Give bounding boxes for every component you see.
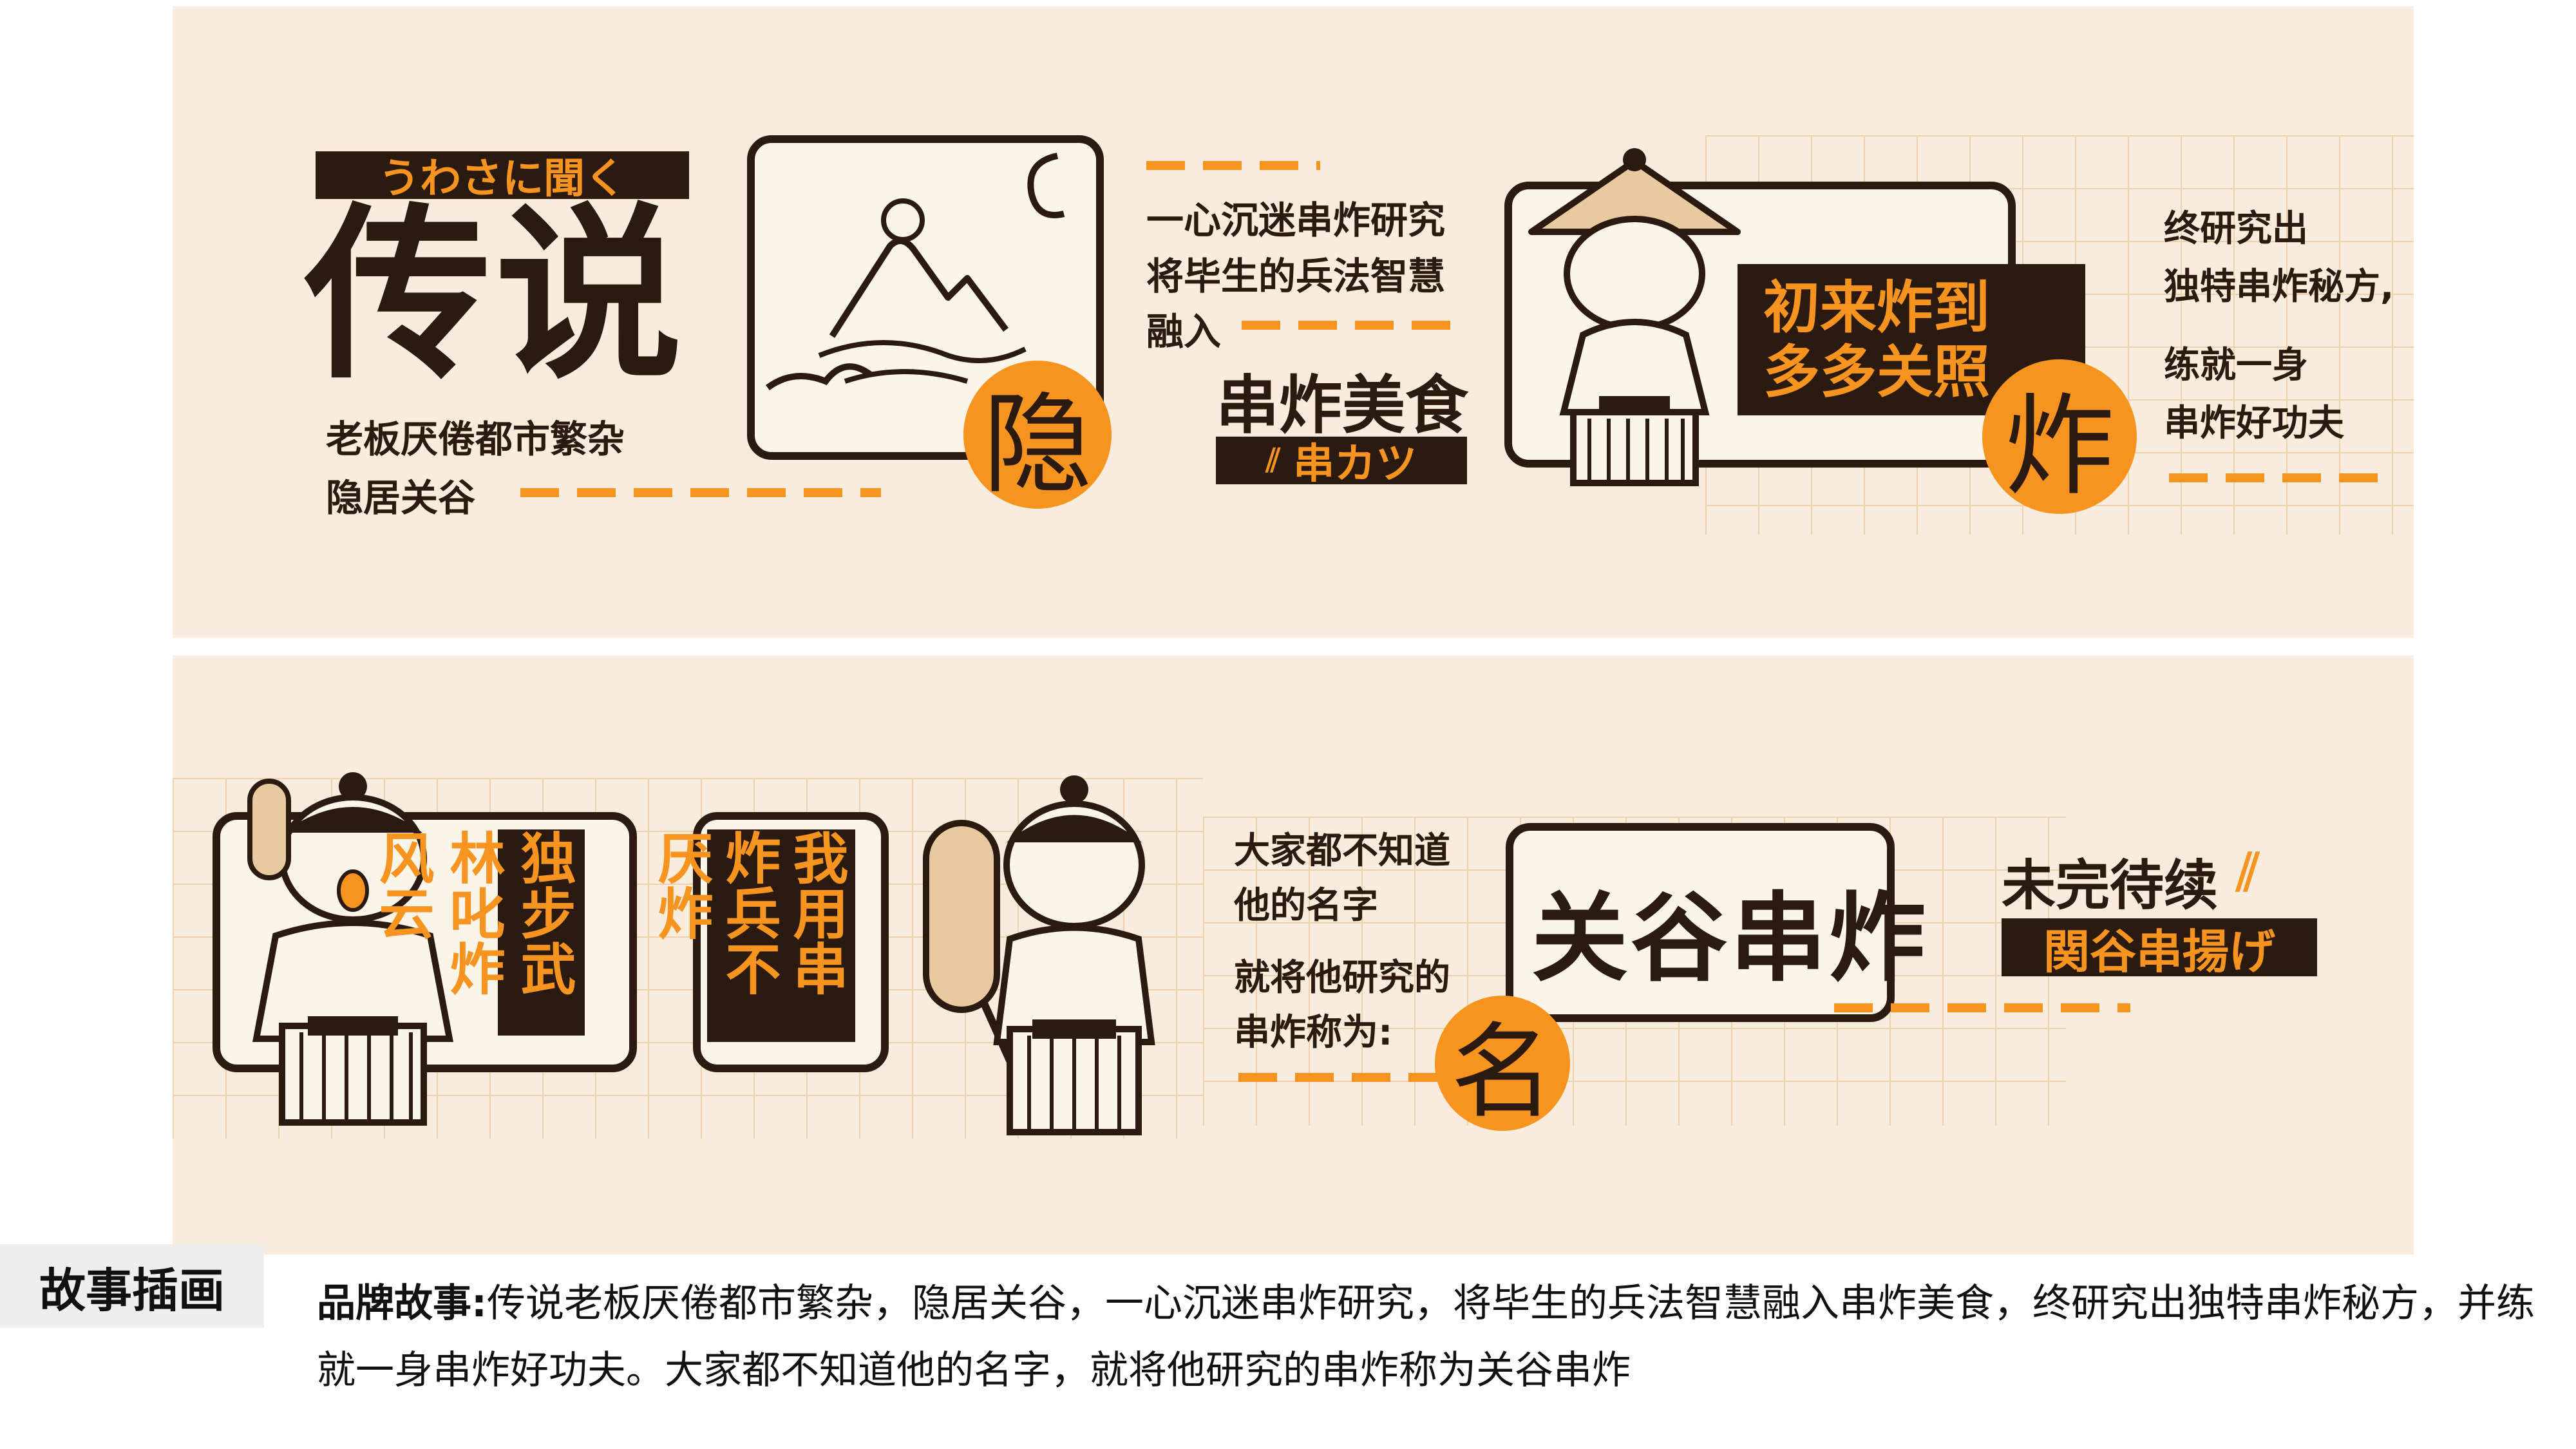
circle-zha: 炸 [1982, 359, 2137, 514]
bottom-line-3: 就将他研究的 [1234, 957, 1450, 999]
bottom-line-2: 他的名字 [1234, 885, 1378, 927]
box2-col-2: 兵不厌炸 [648, 829, 780, 996]
box1-columns: 独步武林叱炸风云 [369, 829, 585, 1036]
tbc-tag: 関谷串揚げ [2002, 918, 2317, 979]
bottom-line-4: 串炸称为: [1234, 1012, 1393, 1054]
title-legend: 传说 [305, 187, 686, 404]
box2-columns: 我用串炸兵不厌炸 [648, 829, 855, 1042]
story-panel-bottom: 独步武林叱炸风云 我用串炸兵不厌炸 大家都不知道 他的名字 就将他研究的 串炸称… [173, 656, 2414, 1255]
mid-tag: ⫽ 串カツ [1216, 437, 1467, 488]
mid-line-1: 一心沉迷串炸研究 [1146, 198, 1446, 242]
sign-line-1: 初来炸到 [1763, 274, 1991, 341]
box1-col-1: 独步武林 [440, 829, 575, 996]
story-panel-top: うわさに聞く 传说 老板厌倦都市繁杂 隐居关谷 隐 一心沉迷串炸研究 将毕生的兵… [173, 6, 2414, 638]
dash-divider [1834, 1003, 2130, 1012]
intro-line-1: 老板厌倦都市繁杂 [326, 417, 625, 461]
right-line-4: 串炸好功夫 [2164, 402, 2344, 444]
right-line-2: 独特串炸秘方, [2164, 266, 2394, 308]
circle-ming: 名 [1435, 996, 1570, 1132]
sign-line-2: 多多关照 [1763, 338, 1991, 405]
brand-story-text: 品牌故事:传说老板厌倦都市繁杂，隐居关谷，一心沉迷串炸研究，将毕生的兵法智慧融入… [317, 1270, 2545, 1404]
mountain-illustration [766, 153, 1065, 391]
mid-line-2: 将毕生的兵法智慧 [1146, 254, 1446, 298]
brand-name: 关谷串炸 [1531, 883, 1929, 995]
mid-tag-text: 串カツ [1293, 440, 1417, 488]
section-label: 故事插画 [0, 1244, 264, 1328]
dash-divider [1242, 321, 1454, 330]
dash-divider [2169, 473, 2382, 482]
right-line-3: 练就一身 [2164, 345, 2308, 386]
circle-yin: 隐 [963, 361, 1112, 509]
box2-col-1: 我用串炸 [715, 829, 848, 996]
brand-story-title: 品牌故事: [317, 1281, 487, 1326]
dash-divider [520, 488, 881, 497]
jp-tag: うわさに聞く [316, 151, 689, 203]
intro-line-2: 隐居关谷 [326, 476, 476, 520]
box1-col-2: 叱炸风云 [369, 829, 504, 996]
mid-line-3: 融入 [1146, 310, 1222, 354]
bottom-line-1: 大家都不知道 [1234, 830, 1450, 872]
right-line-1: 终研究出 [2164, 208, 2308, 250]
character-hat-illustration [1528, 148, 1741, 486]
sumo-character-1 [247, 772, 454, 1126]
sign-board: 初来炸到 多多关照 [1738, 264, 2085, 415]
skewer-icon: ⫽ [1265, 441, 1281, 479]
brand-story-body: 传说老板厌倦都市繁杂，隐居关谷，一心沉迷串炸研究，将毕生的兵法智慧融入串炸美食，… [317, 1281, 2535, 1393]
skewer-icon: ⫽ [2237, 842, 2260, 902]
sumo-character-2 [923, 775, 1155, 1135]
dash-divider [1238, 1073, 1451, 1082]
dash-divider [1146, 161, 1320, 170]
tbc-text: 未完待续 [2002, 854, 2219, 917]
brand-frame [1506, 823, 1895, 1022]
mid-heading: 串炸美食 [1216, 369, 1469, 442]
